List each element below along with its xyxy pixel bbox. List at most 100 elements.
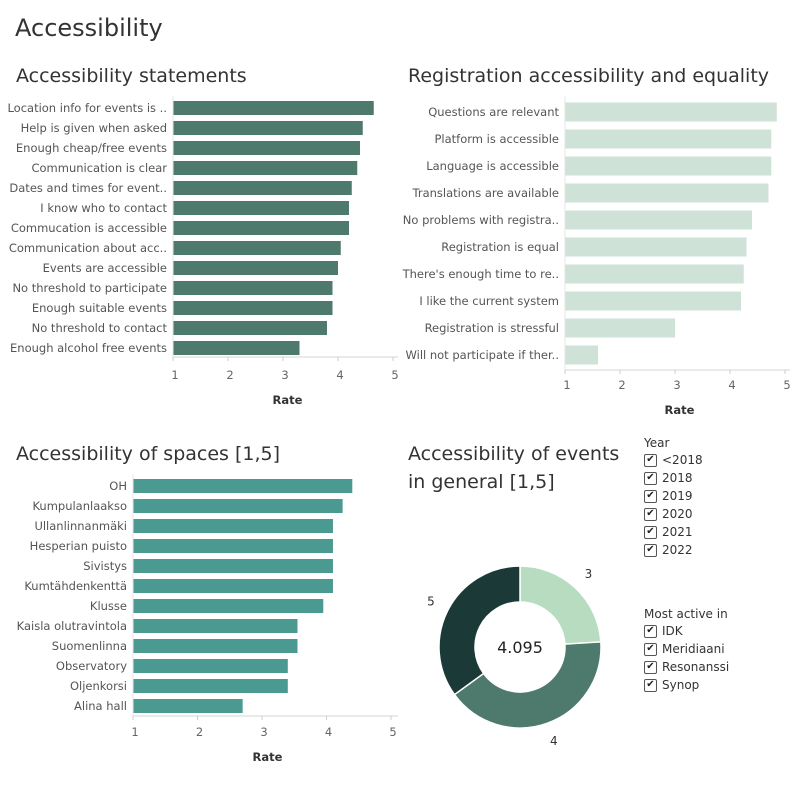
year-filter-option[interactable]: ✔ 2018 (644, 469, 703, 487)
year-filter-option-label: 2022 (662, 543, 693, 557)
registration-category-label: Platform is accessible (434, 132, 559, 146)
registration-bar[interactable] (565, 183, 769, 203)
statements-bar[interactable] (173, 221, 349, 235)
statements-bar[interactable] (173, 281, 333, 295)
registration-bar[interactable] (565, 102, 777, 122)
registration-axis-title: Rate (665, 403, 695, 417)
year-filter-option[interactable]: ✔ 2021 (644, 523, 703, 541)
spaces-bar[interactable] (133, 479, 353, 493)
statements-bar[interactable] (173, 201, 349, 215)
year-filter-title: Year (644, 436, 670, 450)
donut-slice[interactable] (453, 641, 602, 729)
spaces-chart-title: Accessibility of spaces [1,5] (16, 443, 281, 465)
spaces-bar[interactable] (133, 679, 288, 693)
checkbox[interactable]: ✔ (644, 543, 657, 557)
statements-bar-chart: Location info for events is .. Help is gi… (7, 96, 399, 407)
active-filter-option-label: Meridiaani (662, 642, 725, 656)
statements-tick-label: 1 (171, 368, 178, 382)
registration-chart-title: Registration accessibility and equality (408, 65, 770, 87)
statements-category-label: Communication is clear (31, 161, 167, 175)
check-icon: ✔ (646, 679, 655, 690)
active-filter-option[interactable]: ✔ Resonanssi (644, 658, 729, 676)
statements-bar[interactable] (173, 241, 341, 255)
spaces-bar[interactable] (133, 639, 298, 653)
active-filter-option-label: Synop (662, 678, 700, 692)
registration-category-label: Language is accessible (426, 159, 559, 173)
statements-bar[interactable] (173, 321, 327, 335)
checkbox[interactable]: ✔ (644, 471, 657, 485)
spaces-category-label: Alina hall (74, 699, 127, 713)
registration-bar[interactable] (565, 264, 744, 284)
statements-bar[interactable] (173, 181, 352, 195)
registration-bar[interactable] (565, 210, 752, 230)
statements-category-label: I know who to contact (40, 201, 167, 215)
registration-bar[interactable] (565, 156, 772, 176)
spaces-category-label: OH (109, 479, 127, 493)
registration-tick-label: 5 (783, 378, 790, 392)
statements-bar[interactable] (173, 161, 358, 175)
registration-bar[interactable] (565, 291, 741, 311)
active-filter-option[interactable]: ✔ IDK (644, 622, 729, 640)
registration-bar[interactable] (565, 129, 772, 149)
checkbox[interactable]: ✔ (644, 660, 657, 674)
spaces-category-label: Observatory (56, 659, 127, 673)
check-icon: ✔ (646, 526, 655, 537)
donut-slice-label: 5 (427, 595, 435, 609)
spaces-bar[interactable] (133, 579, 333, 593)
registration-bar[interactable] (565, 237, 747, 257)
year-filter-option[interactable]: ✔ 2020 (644, 505, 703, 523)
events-chart-title: Accessibility of events in general [1,5] (408, 443, 620, 493)
checkbox[interactable]: ✔ (644, 678, 657, 692)
statements-bar[interactable] (173, 141, 360, 155)
year-filter-option[interactable]: ✔ 2019 (644, 487, 703, 505)
spaces-bar[interactable] (133, 699, 243, 713)
spaces-bar[interactable] (133, 659, 288, 673)
spaces-bar[interactable] (133, 559, 333, 573)
spaces-category-label: Hesperian puisto (30, 539, 127, 553)
check-icon: ✔ (646, 661, 655, 672)
registration-category-label: No problems with registra.. (403, 213, 559, 227)
registration-category-label: Questions are relevant (428, 105, 559, 119)
year-filter-option[interactable]: ✔ 2022 (644, 541, 703, 559)
donut-center-value: 4.095 (497, 638, 543, 657)
registration-bar[interactable] (565, 345, 598, 365)
checkbox[interactable]: ✔ (644, 624, 657, 638)
year-filter-option-label: 2019 (662, 489, 693, 503)
active-filter-option[interactable]: ✔ Meridiaani (644, 640, 729, 658)
spaces-category-label: Klusse (90, 599, 127, 613)
statements-bar[interactable] (173, 101, 374, 115)
checkbox[interactable]: ✔ (644, 489, 657, 503)
statements-bar[interactable] (173, 341, 300, 355)
check-icon: ✔ (646, 472, 655, 483)
spaces-bar[interactable] (133, 599, 324, 613)
statements-category-label: Dates and times for event.. (9, 181, 167, 195)
statements-bar[interactable] (173, 261, 338, 275)
statements-bar[interactable] (173, 121, 363, 135)
checkbox[interactable]: ✔ (644, 453, 657, 467)
spaces-bar[interactable] (133, 499, 343, 513)
spaces-tick-label: 5 (389, 725, 396, 739)
year-filter-list: ✔ <2018 ✔ 2018 ✔ 2019 ✔ 2020 ✔ 2021 ✔ 2022 (644, 451, 703, 559)
year-filter-option-label: 2018 (662, 471, 693, 485)
donut-slice[interactable] (438, 565, 521, 696)
active-filter-option[interactable]: ✔ Synop (644, 676, 729, 694)
events-donut-chart: 3 4 5 4.095 (427, 565, 602, 748)
checkbox[interactable]: ✔ (644, 525, 657, 539)
statements-tick-label: 2 (226, 368, 233, 382)
spaces-bar[interactable] (133, 619, 298, 633)
spaces-bar[interactable] (133, 519, 333, 533)
year-filter-option-label: 2020 (662, 507, 693, 521)
spaces-category-label: Kumtähdenkenttä (24, 579, 127, 593)
registration-category-label: I like the current system (419, 294, 559, 308)
statements-category-label: Commucation is accessible (11, 221, 167, 235)
spaces-axis-title: Rate (253, 750, 283, 764)
registration-bar[interactable] (565, 318, 675, 338)
statements-bar[interactable] (173, 301, 333, 315)
spaces-bar[interactable] (133, 539, 333, 553)
statements-chart-title: Accessibility statements (16, 65, 247, 87)
statements-tick-label: 4 (336, 368, 343, 382)
checkbox[interactable]: ✔ (644, 507, 657, 521)
checkbox[interactable]: ✔ (644, 642, 657, 656)
statements-category-label: Help is given when asked (21, 121, 167, 135)
year-filter-option[interactable]: ✔ <2018 (644, 451, 703, 469)
